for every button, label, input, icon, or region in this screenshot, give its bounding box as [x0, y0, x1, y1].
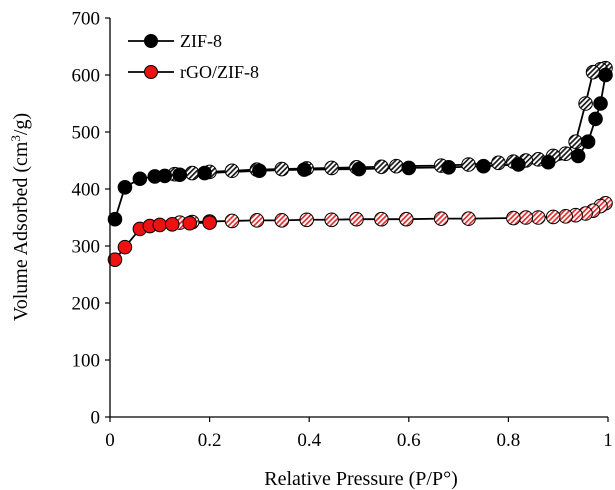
x-tick-label: 0.4: [297, 430, 321, 451]
point-zif8-desorption: [585, 64, 601, 80]
point-zif8-adsorption: [570, 148, 586, 164]
point-rgo-zif8-desorption: [274, 213, 290, 228]
point-rgo-zif8-desorption: [324, 212, 339, 228]
point-rgo-zif8-desorption: [399, 211, 414, 227]
point-zif8-adsorption: [441, 160, 456, 175]
y-tick-label: 0: [91, 408, 101, 429]
y-tick-label: 600: [72, 66, 101, 87]
x-tick-label: 1: [603, 430, 613, 451]
point-zif8-desorption: [274, 161, 290, 177]
y-tick-label: 400: [72, 180, 101, 201]
point-zif8-desorption: [558, 146, 573, 161]
point-rgo-zif8-desorption: [558, 209, 573, 224]
point-rgo-zif8-adsorption: [164, 217, 180, 232]
y-axis-title-main: Volume Adsorbed (cm: [10, 141, 32, 321]
point-zif8-adsorption: [351, 161, 367, 177]
point-zif8-desorption: [568, 134, 583, 149]
point-zif8-adsorption: [540, 154, 556, 170]
point-zif8-desorption: [461, 157, 476, 172]
point-zif8-adsorption: [107, 211, 123, 227]
point-zif8-adsorption: [252, 163, 267, 179]
plot-area: [107, 60, 613, 267]
x-tick-label: 0.2: [198, 430, 222, 451]
point-zif8-desorption: [389, 158, 404, 174]
point-zif8-adsorption: [476, 158, 491, 174]
point-rgo-zif8-desorption: [518, 210, 534, 225]
point-zif8-adsorption: [172, 167, 188, 183]
point-rgo-zif8-adsorption: [107, 252, 123, 267]
point-zif8-adsorption: [296, 162, 312, 177]
point-rgo-zif8-desorption: [374, 211, 389, 227]
x-tick-label: 0.8: [497, 430, 521, 451]
point-zif8-adsorption: [588, 111, 603, 127]
y-axis-title-superscript: 3: [8, 135, 23, 142]
y-tick-label: 200: [72, 294, 101, 315]
point-zif8-adsorption: [197, 165, 212, 181]
y-tick-label: 300: [72, 237, 101, 258]
point-zif8-desorption: [491, 155, 506, 171]
point-zif8-desorption: [324, 160, 339, 176]
point-rgo-zif8-adsorption: [202, 215, 217, 230]
legend-label-zif8: ZIF-8: [180, 31, 222, 51]
point-rgo-zif8-desorption: [224, 213, 240, 229]
y-axis-title-tail: /g): [10, 113, 32, 135]
legend-marker-zif8: [144, 34, 158, 48]
point-rgo-zif8-desorption: [530, 210, 546, 225]
point-rgo-zif8-desorption: [349, 211, 364, 227]
point-rgo-zif8-desorption: [299, 212, 315, 228]
point-zif8-adsorption: [117, 179, 133, 195]
point-zif8-adsorption: [157, 168, 173, 184]
point-rgo-zif8-desorption: [433, 211, 449, 226]
point-rgo-zif8-desorption: [545, 209, 561, 225]
point-zif8-adsorption: [511, 157, 526, 172]
x-axis-title: Relative Pressure (P/P°): [264, 468, 458, 490]
legend: ZIF-8 rGO/ZIF-8: [128, 31, 259, 82]
point-zif8-desorption: [578, 96, 593, 111]
point-zif8-adsorption: [132, 171, 148, 187]
x-tick-label: 0.6: [397, 430, 421, 451]
point-rgo-zif8-adsorption: [152, 217, 168, 233]
point-rgo-zif8-desorption: [249, 213, 265, 228]
point-zif8-adsorption: [580, 134, 596, 149]
axes: 0 100 200 300 400 500 600 700 0 0.2 0.4 0.6 0.8 1: [72, 9, 613, 452]
point-zif8-desorption: [224, 163, 240, 179]
y-tick-label: 500: [72, 123, 101, 144]
legend-marker-rgo-zif8: [144, 65, 158, 79]
legend-label-rgo-zif8: rGO/ZIF-8: [180, 62, 259, 82]
point-zif8-adsorption: [593, 96, 608, 111]
y-tick-label: 700: [72, 9, 101, 30]
series-line-zif8-adsorption: [114, 74, 607, 220]
y-axis-title: Volume Adsorbed (cm3/g): [8, 113, 33, 321]
x-tick-label: 0: [105, 430, 115, 451]
point-zif8-adsorption: [598, 67, 613, 83]
point-zif8-desorption: [184, 165, 200, 181]
y-tick-label: 100: [72, 351, 101, 372]
point-rgo-zif8-adsorption: [117, 239, 133, 255]
point-rgo-zif8-adsorption: [182, 215, 197, 231]
point-rgo-zif8-desorption: [461, 211, 476, 226]
point-zif8-desorption: [374, 159, 389, 175]
point-rgo-zif8-desorption: [506, 210, 521, 226]
point-zif8-adsorption: [401, 160, 417, 176]
